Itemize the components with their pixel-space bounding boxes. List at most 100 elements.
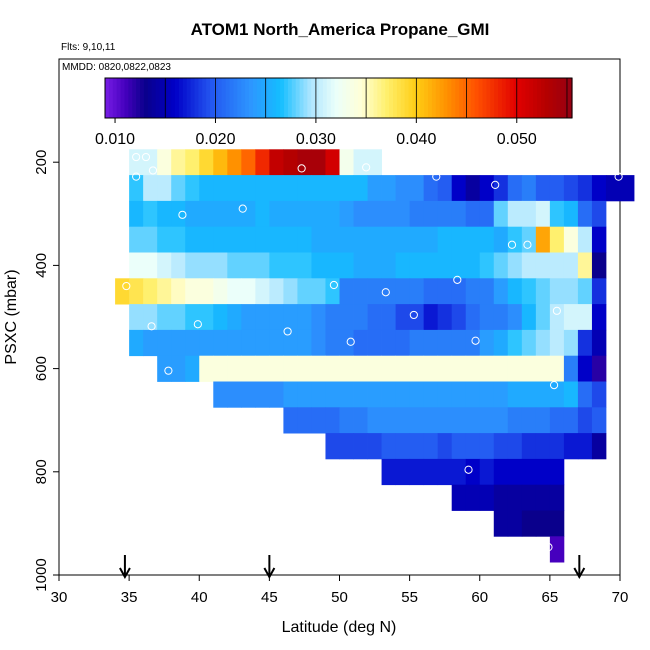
heatmap-cell [521,381,537,408]
heatmap-cell [283,381,298,408]
heatmap-cell [549,407,565,434]
heatmap-cell [283,149,298,176]
heatmap-cell [311,149,326,176]
colorbar-segment [171,78,176,118]
flight-arrow-head [119,567,131,580]
heatmap-cell [465,433,481,460]
heatmap-cell [185,175,200,202]
heatmap-cell [199,278,214,305]
heatmap-cell [157,226,172,253]
heatmap-cell [325,252,340,279]
heatmap-cell [185,278,200,305]
heatmap-cell [311,355,326,382]
colorbar-segment [128,78,133,118]
heatmap-cell [493,304,509,331]
x-axis-label: Latitude (deg N) [282,619,397,636]
heatmap-cell [395,252,411,279]
heatmap-cell [423,200,439,228]
heatmap-cell [423,355,439,382]
heatmap-cell [213,149,228,176]
heatmap-cell [381,200,396,228]
heatmap-cell [311,200,326,228]
heatmap-cell [479,304,495,331]
sample-point [193,320,202,329]
heatmap-cell [171,252,186,279]
heatmap-cell [241,381,256,408]
colorbar-segment [155,78,161,118]
colorbar-tick-label: 0.020 [195,131,235,148]
colorbar-segment [451,78,456,118]
sample-point [523,240,532,249]
heatmap-cell [423,458,439,486]
heatmap-cell [409,355,425,382]
heatmap-cell [591,200,607,228]
colorbar-segment [435,78,441,118]
colorbar-segment [385,78,390,118]
heatmap-cell [549,381,565,408]
heatmap-cell [325,278,340,305]
heatmap-cell [185,149,200,176]
heatmap-cell [549,252,565,279]
flights-note: Flts: 9,10,11 [61,42,116,53]
heatmap-cell [367,433,382,460]
heatmap-cell [549,433,565,460]
heatmap-cell [367,175,382,202]
heatmap-cell [409,407,425,434]
heatmap-cell [269,355,284,382]
colorbar-tick-label: 0.050 [497,131,537,148]
heatmap-cell [227,355,242,382]
heatmap-cell [353,304,368,331]
dates-note: MMDD: 0820,0822,0823 [62,62,171,73]
heatmap-cell [381,381,396,408]
heatmap-cell [479,381,495,408]
colorbar-segment [147,78,153,118]
heatmap-cell [535,252,551,279]
heatmap-cell [535,407,551,434]
heatmap-cell [437,278,453,305]
sample-point [238,204,247,213]
heatmap-cell [465,304,481,331]
colorbar-segment [276,78,281,118]
heatmap-cell [577,252,593,279]
x-tick-label: 60 [471,589,488,606]
heatmap-cell [353,407,368,434]
colorbar-segment [408,78,414,118]
heatmap-cell [227,252,242,279]
heatmap-cell [605,175,621,202]
heatmap-cell [563,381,579,408]
heatmap-cell [563,200,579,228]
colorbar-segment [315,78,320,118]
heatmap-cell [493,278,509,305]
heatmap-cell [395,329,411,357]
heatmap-cell [465,458,481,486]
heatmap-cell [507,407,523,434]
heatmap-cell [367,226,382,253]
heatmap-cell [479,200,495,228]
colorbar-segment [303,78,308,118]
heatmap-cell [381,278,396,305]
colorbar-segment [198,78,203,118]
heatmap-cell [493,355,509,382]
heatmap-cell [409,329,425,357]
heatmap-cell [325,355,340,382]
heatmap-cell [157,278,172,305]
heatmap-cell [437,355,453,382]
heatmap-cell [255,278,270,305]
heatmap-cell [451,304,467,331]
colorbar-segment [447,78,452,118]
colorbar-segment [533,78,538,118]
heatmap-cell [171,149,186,176]
heatmap-cell [241,175,256,202]
sample-point [147,322,156,331]
colorbar-segment [552,78,558,118]
colorbar-segment [525,78,530,118]
x-tick-label: 30 [51,589,68,606]
heatmap-cell [549,278,565,305]
heatmap-cell [577,329,593,357]
heatmap-cell [423,433,439,460]
heatmap-cell [465,407,481,434]
heatmap-cell [157,149,172,176]
heatmap-cell [451,200,467,228]
heatmap-cell [129,304,144,331]
heatmap-cell [325,226,340,253]
